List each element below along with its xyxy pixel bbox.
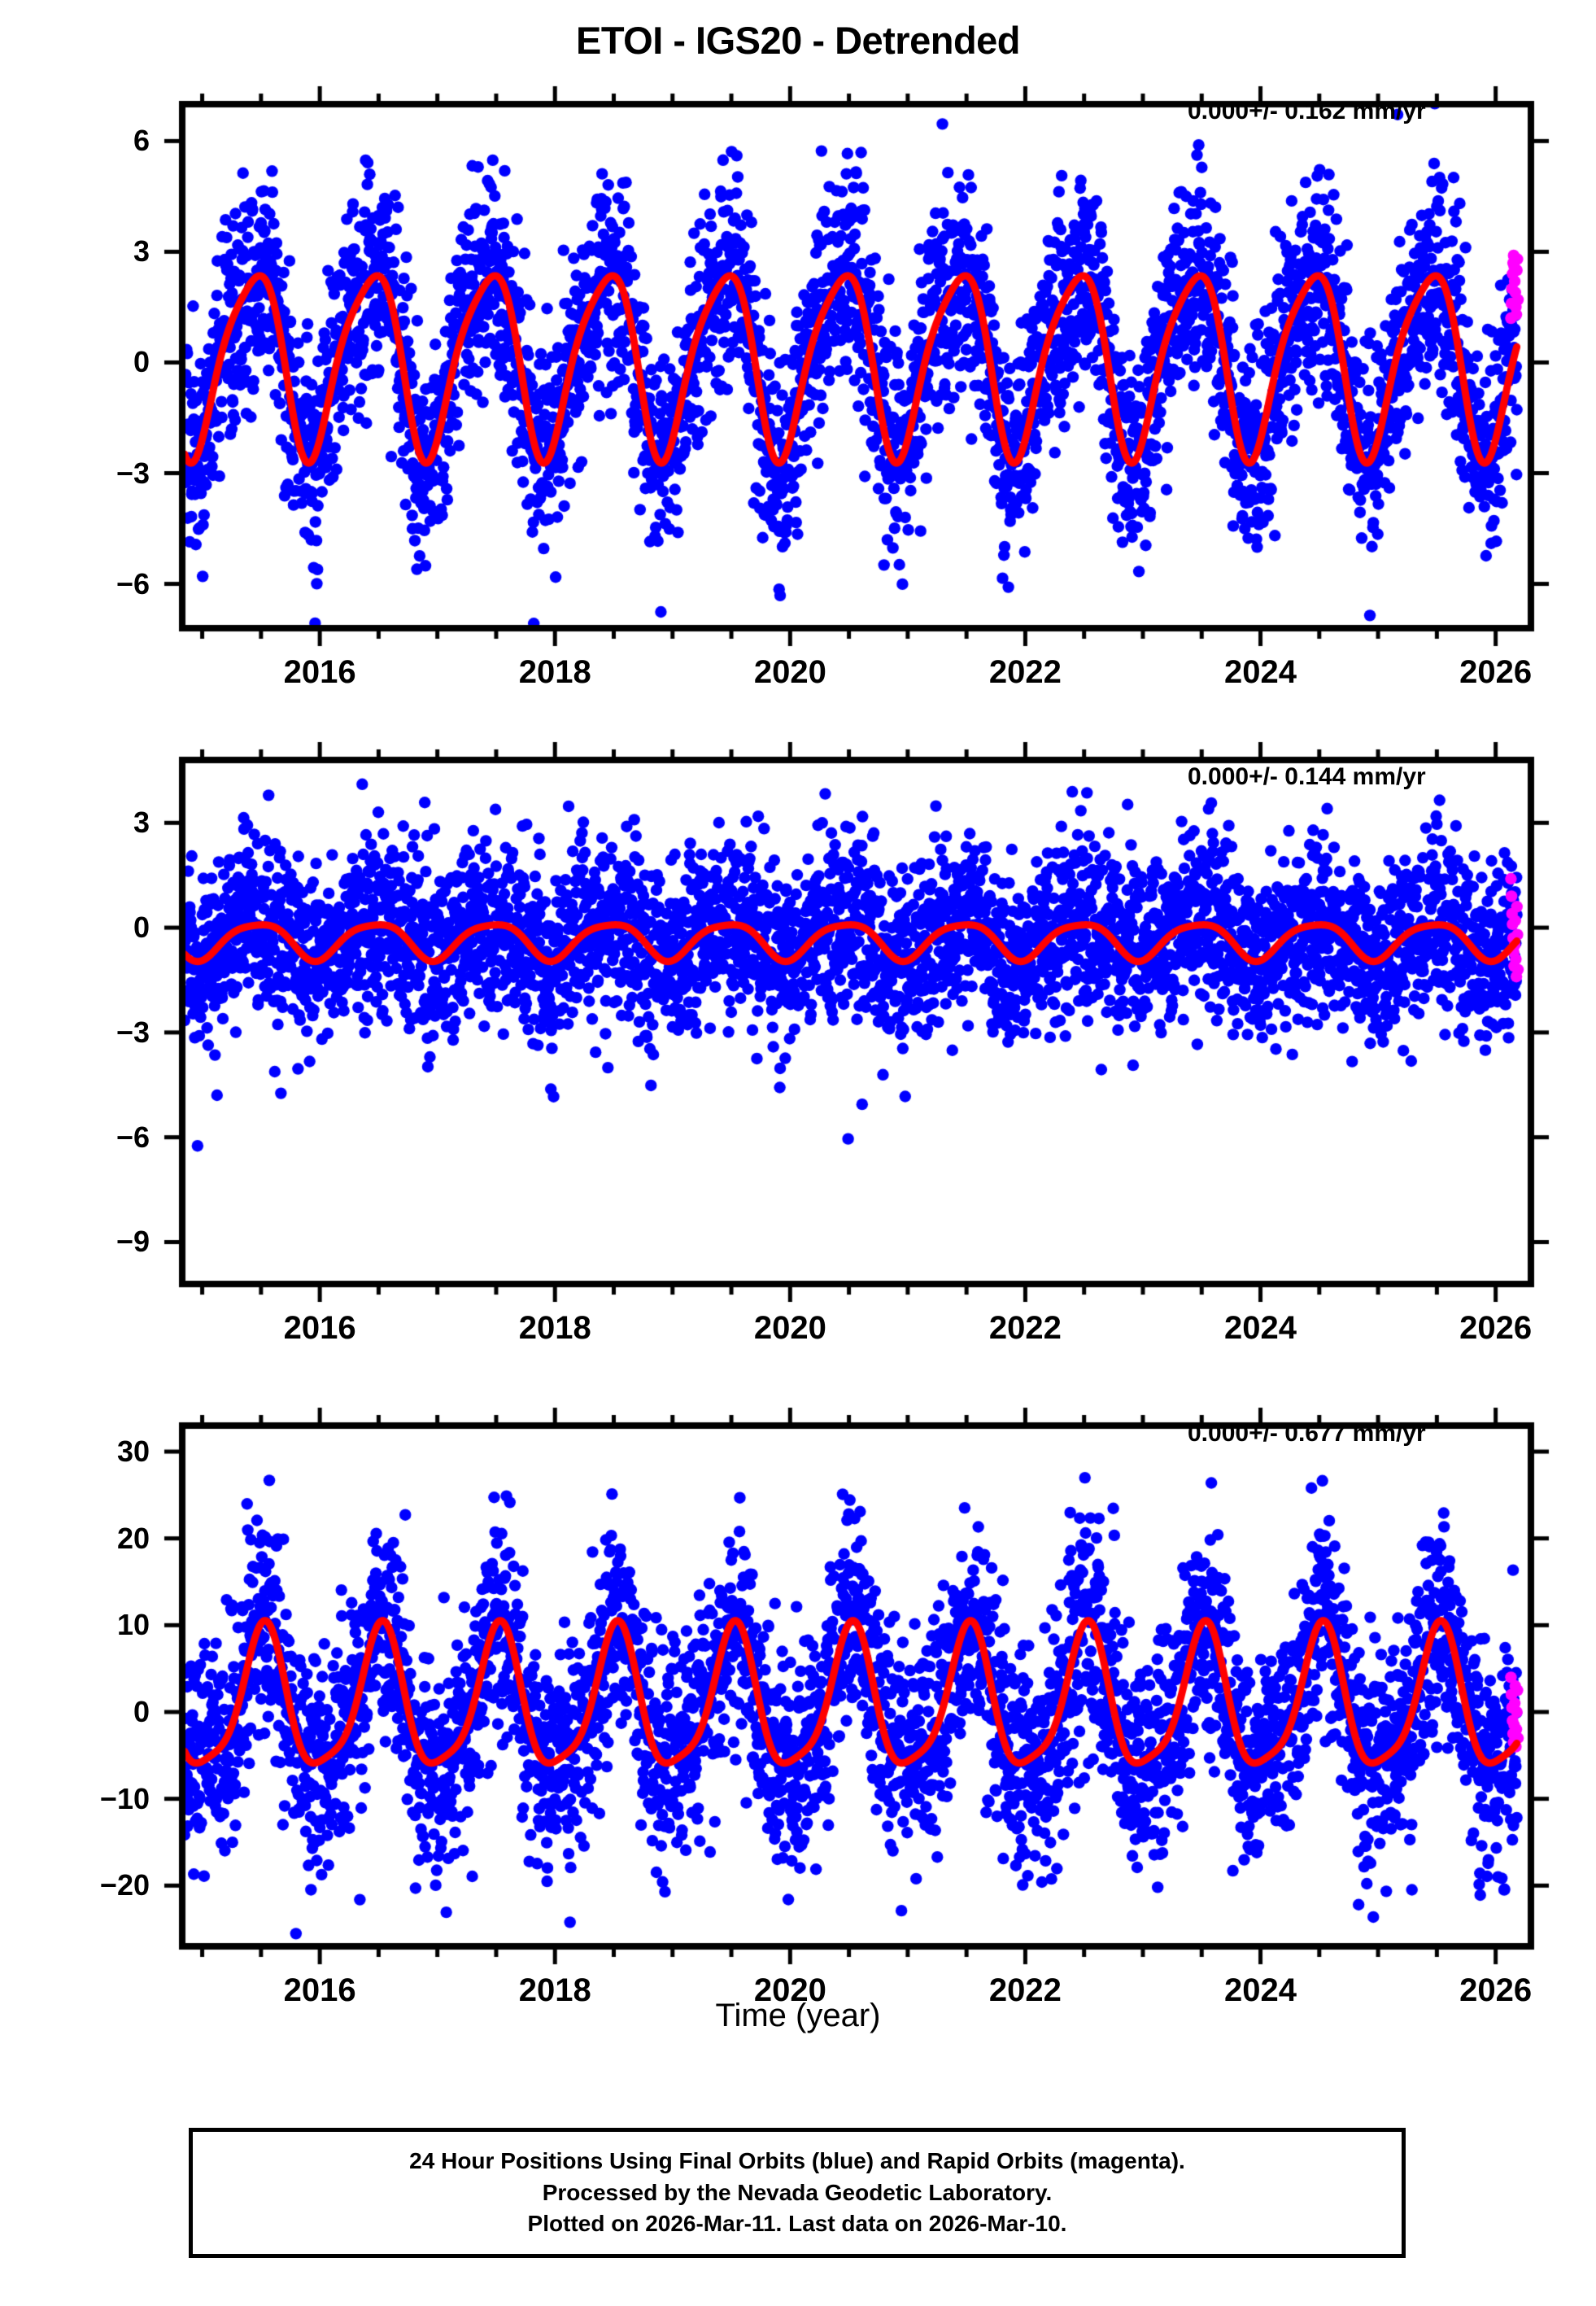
x-tick-label-east: 2022 — [988, 654, 1062, 690]
x-tick-label-north: 2026 — [1459, 1310, 1533, 1346]
y-tick-label-east: 0 — [133, 345, 150, 379]
y-tick-label-north: −3 — [116, 1015, 150, 1049]
footer-line-orbits: 24 Hour Positions Using Final Orbits (bl… — [409, 2148, 1185, 2174]
x-tick-label-up: 2024 — [1224, 1972, 1297, 2008]
x-tick-label-up: 2020 — [753, 1972, 826, 2008]
y-tick-label-up: 0 — [133, 1695, 150, 1728]
x-tick-label-east: 2024 — [1224, 654, 1297, 690]
x-tick-label-north: 2024 — [1224, 1310, 1297, 1346]
rate-label-up: 0.000+/- 0.677 mm/yr — [1188, 1420, 1426, 1447]
x-tick-label-east: 2018 — [518, 654, 591, 690]
x-tick-label-up: 2022 — [988, 1972, 1062, 2008]
x-tick-label-north: 2018 — [518, 1310, 591, 1346]
y-tick-label-up: 30 — [116, 1435, 150, 1468]
x-tick-label-east: 2016 — [283, 654, 356, 690]
x-tick-label-east: 2020 — [753, 654, 826, 690]
y-tick-label-north: −9 — [116, 1225, 150, 1259]
y-tick-label-up: 20 — [116, 1521, 150, 1555]
x-tick-label-north: 2016 — [283, 1310, 356, 1346]
footer-line-dates: Plotted on 2026-Mar-11. Last data on 202… — [527, 2211, 1067, 2237]
y-tick-label-up: −20 — [99, 1868, 150, 1902]
y-tick-label-up: 10 — [116, 1608, 150, 1642]
y-tick-label-north: 3 — [133, 806, 150, 840]
y-tick-label-east: 6 — [133, 124, 150, 158]
y-tick-label-north: 0 — [133, 911, 150, 945]
x-axis-label: Time (year) — [715, 1998, 881, 2033]
x-tick-label-east: 2026 — [1459, 654, 1533, 690]
x-tick-label-north: 2020 — [753, 1310, 826, 1346]
x-tick-label-up: 2018 — [518, 1972, 591, 2008]
y-tick-label-east: 3 — [133, 234, 150, 269]
footer-line-processor: Processed by the Nevada Geodetic Laborat… — [542, 2179, 1053, 2205]
rate-label-east: 0.000+/- 0.162 mm/yr — [1188, 98, 1426, 124]
y-tick-label-east: −3 — [116, 456, 150, 490]
x-tick-label-north: 2022 — [988, 1310, 1062, 1346]
page-title: ETOI - IGS20 - Detrended — [575, 19, 1021, 62]
rate-label-north: 0.000+/- 0.144 mm/yr — [1188, 763, 1426, 790]
y-tick-label-up: −10 — [99, 1781, 150, 1815]
x-tick-label-up: 2016 — [283, 1972, 356, 2008]
footer-note-box: 24 Hour Positions Using Final Orbits (bl… — [189, 2128, 1406, 2258]
y-tick-label-east: −6 — [116, 566, 150, 601]
x-tick-label-up: 2026 — [1459, 1972, 1533, 2008]
y-tick-label-north: −6 — [116, 1120, 150, 1154]
